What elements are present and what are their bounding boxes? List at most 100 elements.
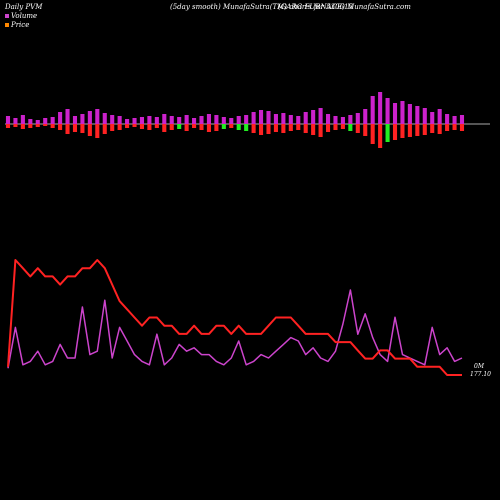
- volume-bar-down: [452, 124, 457, 130]
- volume-bar-down: [281, 124, 286, 133]
- volume-bar-up: [199, 116, 204, 124]
- volume-bar-up: [303, 112, 308, 124]
- volume-bar-up: [392, 103, 398, 124]
- volume-smooth-line: [7, 289, 463, 369]
- volume-bar-down: [43, 124, 48, 126]
- price-line: [7, 259, 462, 376]
- volume-bar-up: [422, 108, 427, 124]
- volume-bar-down: [154, 124, 159, 128]
- volume-bar-up: [400, 101, 405, 124]
- volume-bar-down: [58, 124, 63, 130]
- volume-bars: [5, 92, 465, 148]
- volume-bar-up: [333, 116, 338, 124]
- volume-bar-up: [162, 114, 167, 124]
- volume-bar-down: [20, 124, 25, 129]
- volume-bar-up: [430, 112, 435, 124]
- volume-bar-down: [87, 124, 92, 136]
- volume-bar-up: [80, 114, 85, 124]
- volume-bar-down: [378, 124, 383, 148]
- volume-bar-down: [162, 124, 167, 132]
- volume-bar-up: [244, 115, 249, 124]
- volume-bar-down: [50, 124, 55, 128]
- volume-bar-up: [132, 118, 137, 124]
- volume-bar-up: [236, 116, 241, 124]
- volume-bar-down: [422, 124, 427, 135]
- volume-bar-down: [192, 124, 197, 128]
- volume-bar-up: [407, 104, 412, 124]
- volume-bar-up: [50, 117, 55, 124]
- volume-bar-down: [13, 124, 18, 127]
- volume-bar-up: [437, 109, 442, 124]
- volume-bar-down: [430, 124, 435, 133]
- volume-bar-down: [340, 124, 345, 129]
- volume-bar-down: [177, 124, 182, 129]
- volume-bar-up: [87, 111, 92, 124]
- volume-bar-up: [58, 112, 63, 124]
- volume-bar-up: [28, 119, 33, 124]
- volume-bar-up: [154, 117, 159, 124]
- volume-bar-up: [445, 114, 450, 124]
- volume-bar-down: [259, 124, 264, 135]
- volume-bar-down: [236, 124, 241, 130]
- volume-bar-down: [28, 124, 33, 128]
- volume-bar-up: [273, 114, 278, 124]
- volume-bar-down: [102, 124, 107, 134]
- legend-price: Price: [5, 21, 29, 29]
- chart-title-left: Daily PVM: [5, 3, 43, 11]
- volume-bar-down: [273, 124, 278, 132]
- volume-bar-up: [214, 115, 219, 124]
- volume-bar-down: [184, 124, 189, 131]
- price-lines: [7, 259, 463, 376]
- volume-bar-up: [459, 115, 465, 124]
- volume-bar-up: [72, 116, 78, 124]
- volume-bar-up: [348, 115, 353, 124]
- volume-bar-up: [325, 114, 331, 124]
- volume-bar-up: [229, 118, 234, 124]
- volume-bar-down: [125, 124, 130, 128]
- volume-bar-up: [415, 106, 420, 124]
- volume-bar-up: [206, 114, 211, 124]
- volume-bar-up: [288, 115, 293, 124]
- volume-bar-up: [95, 109, 100, 124]
- volume-bar-up: [221, 117, 226, 124]
- price-end-label: 177.10: [470, 371, 491, 378]
- volume-bar-up: [20, 115, 25, 124]
- volume-bar-up: [266, 111, 271, 124]
- volume-bar-down: [95, 124, 100, 138]
- volume-bar-down: [311, 124, 316, 135]
- volume-bar-down: [415, 124, 420, 136]
- volume-bar-down: [206, 124, 211, 132]
- volume-bar-down: [251, 124, 256, 133]
- legend-volume-swatch: [5, 14, 9, 18]
- volume-bar-down: [370, 124, 375, 144]
- volume-bar-down: [348, 124, 353, 131]
- volume-bar-up: [147, 116, 152, 124]
- legend-price-swatch: [5, 23, 9, 27]
- volume-bar-down: [35, 124, 40, 127]
- volume-bar-up: [110, 115, 115, 124]
- volume-bar-up: [169, 116, 174, 124]
- volume-bar-down: [244, 124, 249, 131]
- volume-bar-up: [177, 117, 182, 124]
- volume-bar-down: [318, 124, 323, 137]
- volume-bar-up: [370, 96, 375, 124]
- volume-bar-down: [363, 124, 368, 136]
- volume-bar-up: [311, 110, 316, 124]
- volume-bar-up: [184, 115, 189, 124]
- volume-bar-down: [333, 124, 338, 130]
- legend-volume: Volume: [5, 12, 37, 20]
- volume-bar-up: [340, 117, 345, 124]
- volume-bar-down: [400, 124, 405, 138]
- volume-bar-down: [325, 124, 331, 132]
- volume-bar-down: [296, 124, 301, 130]
- volume-bar-down: [5, 124, 11, 128]
- volume-bar-up: [125, 119, 130, 124]
- volume-bar-down: [445, 124, 450, 131]
- volume-bar-down: [80, 124, 85, 133]
- legend-volume-label: Volume: [11, 12, 38, 20]
- volume-bar-up: [452, 116, 457, 124]
- volume-bar-down: [214, 124, 219, 131]
- volume-bar-down: [385, 124, 390, 142]
- volume-bar-down: [407, 124, 412, 137]
